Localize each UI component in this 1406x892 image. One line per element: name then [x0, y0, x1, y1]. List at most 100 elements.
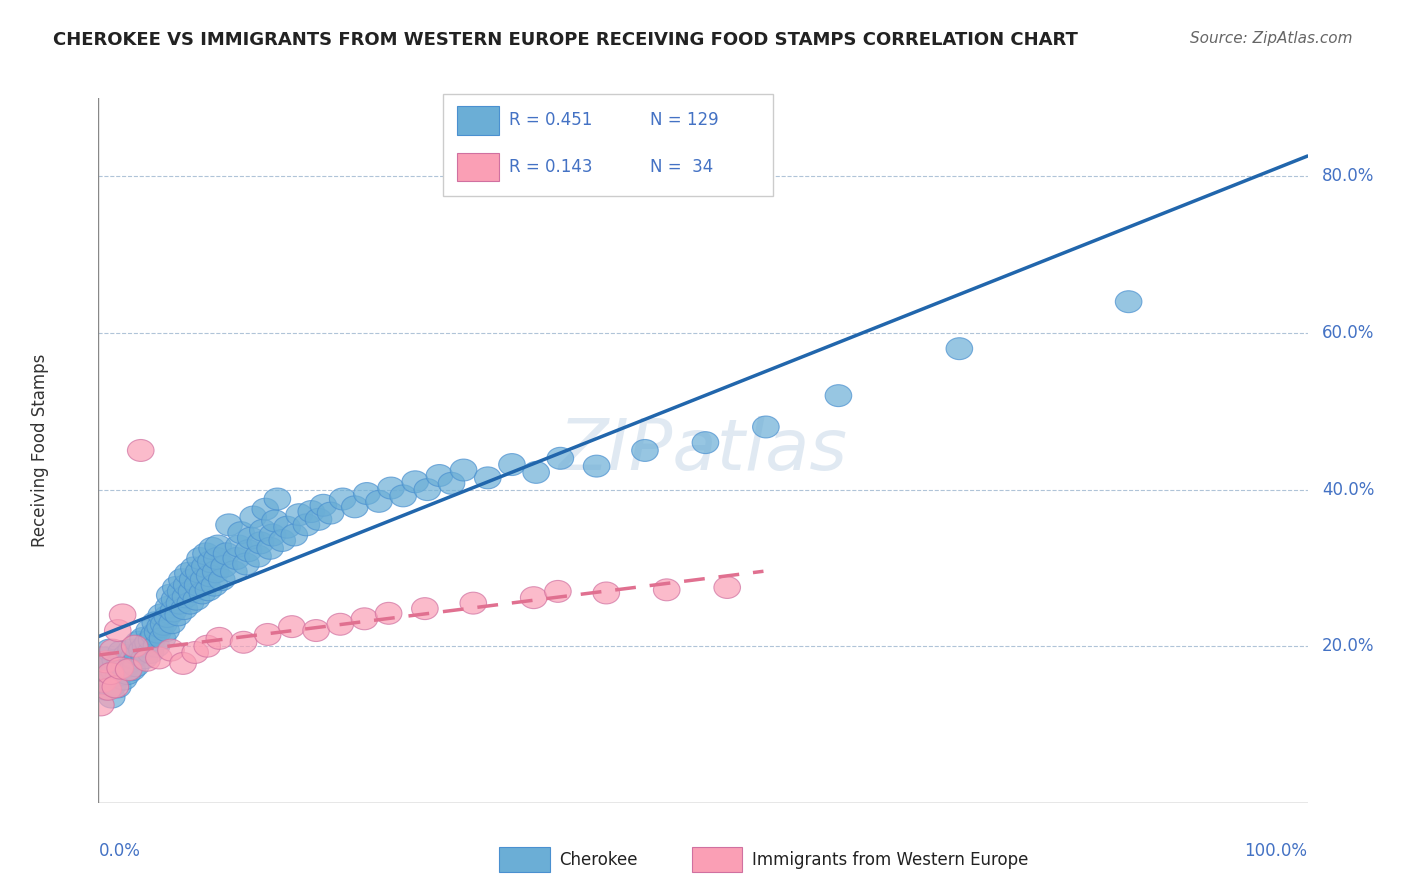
Ellipse shape: [309, 494, 336, 516]
Ellipse shape: [274, 516, 301, 538]
Ellipse shape: [142, 612, 169, 633]
Text: 40.0%: 40.0%: [1322, 481, 1375, 499]
Ellipse shape: [426, 465, 453, 486]
Ellipse shape: [183, 588, 209, 610]
Text: Cherokee: Cherokee: [560, 851, 638, 869]
Ellipse shape: [353, 483, 380, 505]
Ellipse shape: [825, 384, 852, 407]
Ellipse shape: [174, 563, 201, 584]
Ellipse shape: [179, 581, 205, 602]
Ellipse shape: [100, 640, 127, 661]
Ellipse shape: [214, 543, 240, 565]
Ellipse shape: [94, 655, 121, 677]
Ellipse shape: [201, 574, 228, 596]
Ellipse shape: [104, 620, 131, 641]
Ellipse shape: [232, 553, 259, 575]
Ellipse shape: [146, 615, 173, 638]
Ellipse shape: [188, 582, 215, 604]
Text: N = 129: N = 129: [650, 112, 718, 129]
Ellipse shape: [173, 574, 200, 596]
Ellipse shape: [186, 561, 212, 582]
Ellipse shape: [583, 455, 610, 477]
Ellipse shape: [177, 592, 204, 614]
Ellipse shape: [328, 614, 353, 635]
Ellipse shape: [90, 671, 117, 692]
Ellipse shape: [202, 561, 229, 582]
Ellipse shape: [207, 627, 232, 649]
Ellipse shape: [155, 606, 180, 627]
Ellipse shape: [120, 647, 146, 669]
Ellipse shape: [96, 640, 122, 661]
Ellipse shape: [474, 467, 501, 489]
Ellipse shape: [191, 556, 218, 577]
Ellipse shape: [439, 473, 465, 494]
Ellipse shape: [111, 657, 138, 678]
Ellipse shape: [238, 527, 264, 549]
Ellipse shape: [98, 686, 125, 708]
Ellipse shape: [146, 647, 172, 669]
Ellipse shape: [172, 586, 198, 607]
Ellipse shape: [97, 663, 124, 684]
Ellipse shape: [389, 485, 416, 507]
Ellipse shape: [143, 635, 170, 657]
Ellipse shape: [100, 674, 127, 697]
Ellipse shape: [523, 461, 550, 483]
Ellipse shape: [125, 632, 152, 653]
Ellipse shape: [180, 557, 207, 579]
Ellipse shape: [197, 565, 224, 587]
Ellipse shape: [262, 510, 288, 532]
Ellipse shape: [205, 535, 232, 557]
Ellipse shape: [198, 537, 225, 559]
Ellipse shape: [94, 666, 120, 689]
Text: 60.0%: 60.0%: [1322, 324, 1375, 342]
Ellipse shape: [167, 581, 194, 602]
Ellipse shape: [105, 665, 132, 686]
Ellipse shape: [228, 522, 254, 543]
Ellipse shape: [547, 447, 574, 469]
Text: 0.0%: 0.0%: [98, 841, 141, 860]
Ellipse shape: [107, 657, 134, 679]
Ellipse shape: [211, 556, 238, 577]
Ellipse shape: [166, 592, 193, 614]
Ellipse shape: [190, 569, 217, 591]
Ellipse shape: [93, 678, 120, 700]
Ellipse shape: [170, 652, 197, 674]
Ellipse shape: [499, 454, 526, 475]
Ellipse shape: [352, 607, 378, 630]
Ellipse shape: [298, 500, 325, 523]
Ellipse shape: [254, 624, 281, 646]
Ellipse shape: [145, 621, 172, 643]
Text: Source: ZipAtlas.com: Source: ZipAtlas.com: [1189, 31, 1353, 46]
Ellipse shape: [131, 647, 157, 669]
Text: Immigrants from Western Europe: Immigrants from Western Europe: [752, 851, 1029, 869]
Ellipse shape: [129, 627, 156, 649]
Ellipse shape: [149, 627, 176, 649]
Ellipse shape: [138, 629, 165, 651]
Ellipse shape: [153, 620, 180, 641]
Ellipse shape: [118, 640, 145, 661]
Ellipse shape: [378, 477, 405, 499]
Text: ZIPatlas: ZIPatlas: [558, 416, 848, 485]
Text: 20.0%: 20.0%: [1322, 637, 1375, 656]
Ellipse shape: [302, 620, 329, 641]
Text: Receiving Food Stamps: Receiving Food Stamps: [31, 354, 49, 547]
Ellipse shape: [112, 645, 139, 666]
Ellipse shape: [714, 576, 741, 599]
Ellipse shape: [225, 535, 252, 557]
Ellipse shape: [281, 524, 308, 546]
Ellipse shape: [413, 479, 440, 500]
Ellipse shape: [134, 649, 160, 672]
Ellipse shape: [654, 579, 681, 601]
Ellipse shape: [224, 548, 250, 569]
Ellipse shape: [329, 488, 356, 510]
Ellipse shape: [136, 620, 163, 641]
Text: 80.0%: 80.0%: [1322, 168, 1375, 186]
Ellipse shape: [94, 678, 121, 700]
Ellipse shape: [181, 641, 208, 664]
Ellipse shape: [155, 596, 181, 618]
Ellipse shape: [141, 624, 167, 646]
Ellipse shape: [259, 524, 285, 546]
Ellipse shape: [318, 502, 344, 524]
Ellipse shape: [544, 581, 571, 602]
Ellipse shape: [138, 641, 163, 664]
